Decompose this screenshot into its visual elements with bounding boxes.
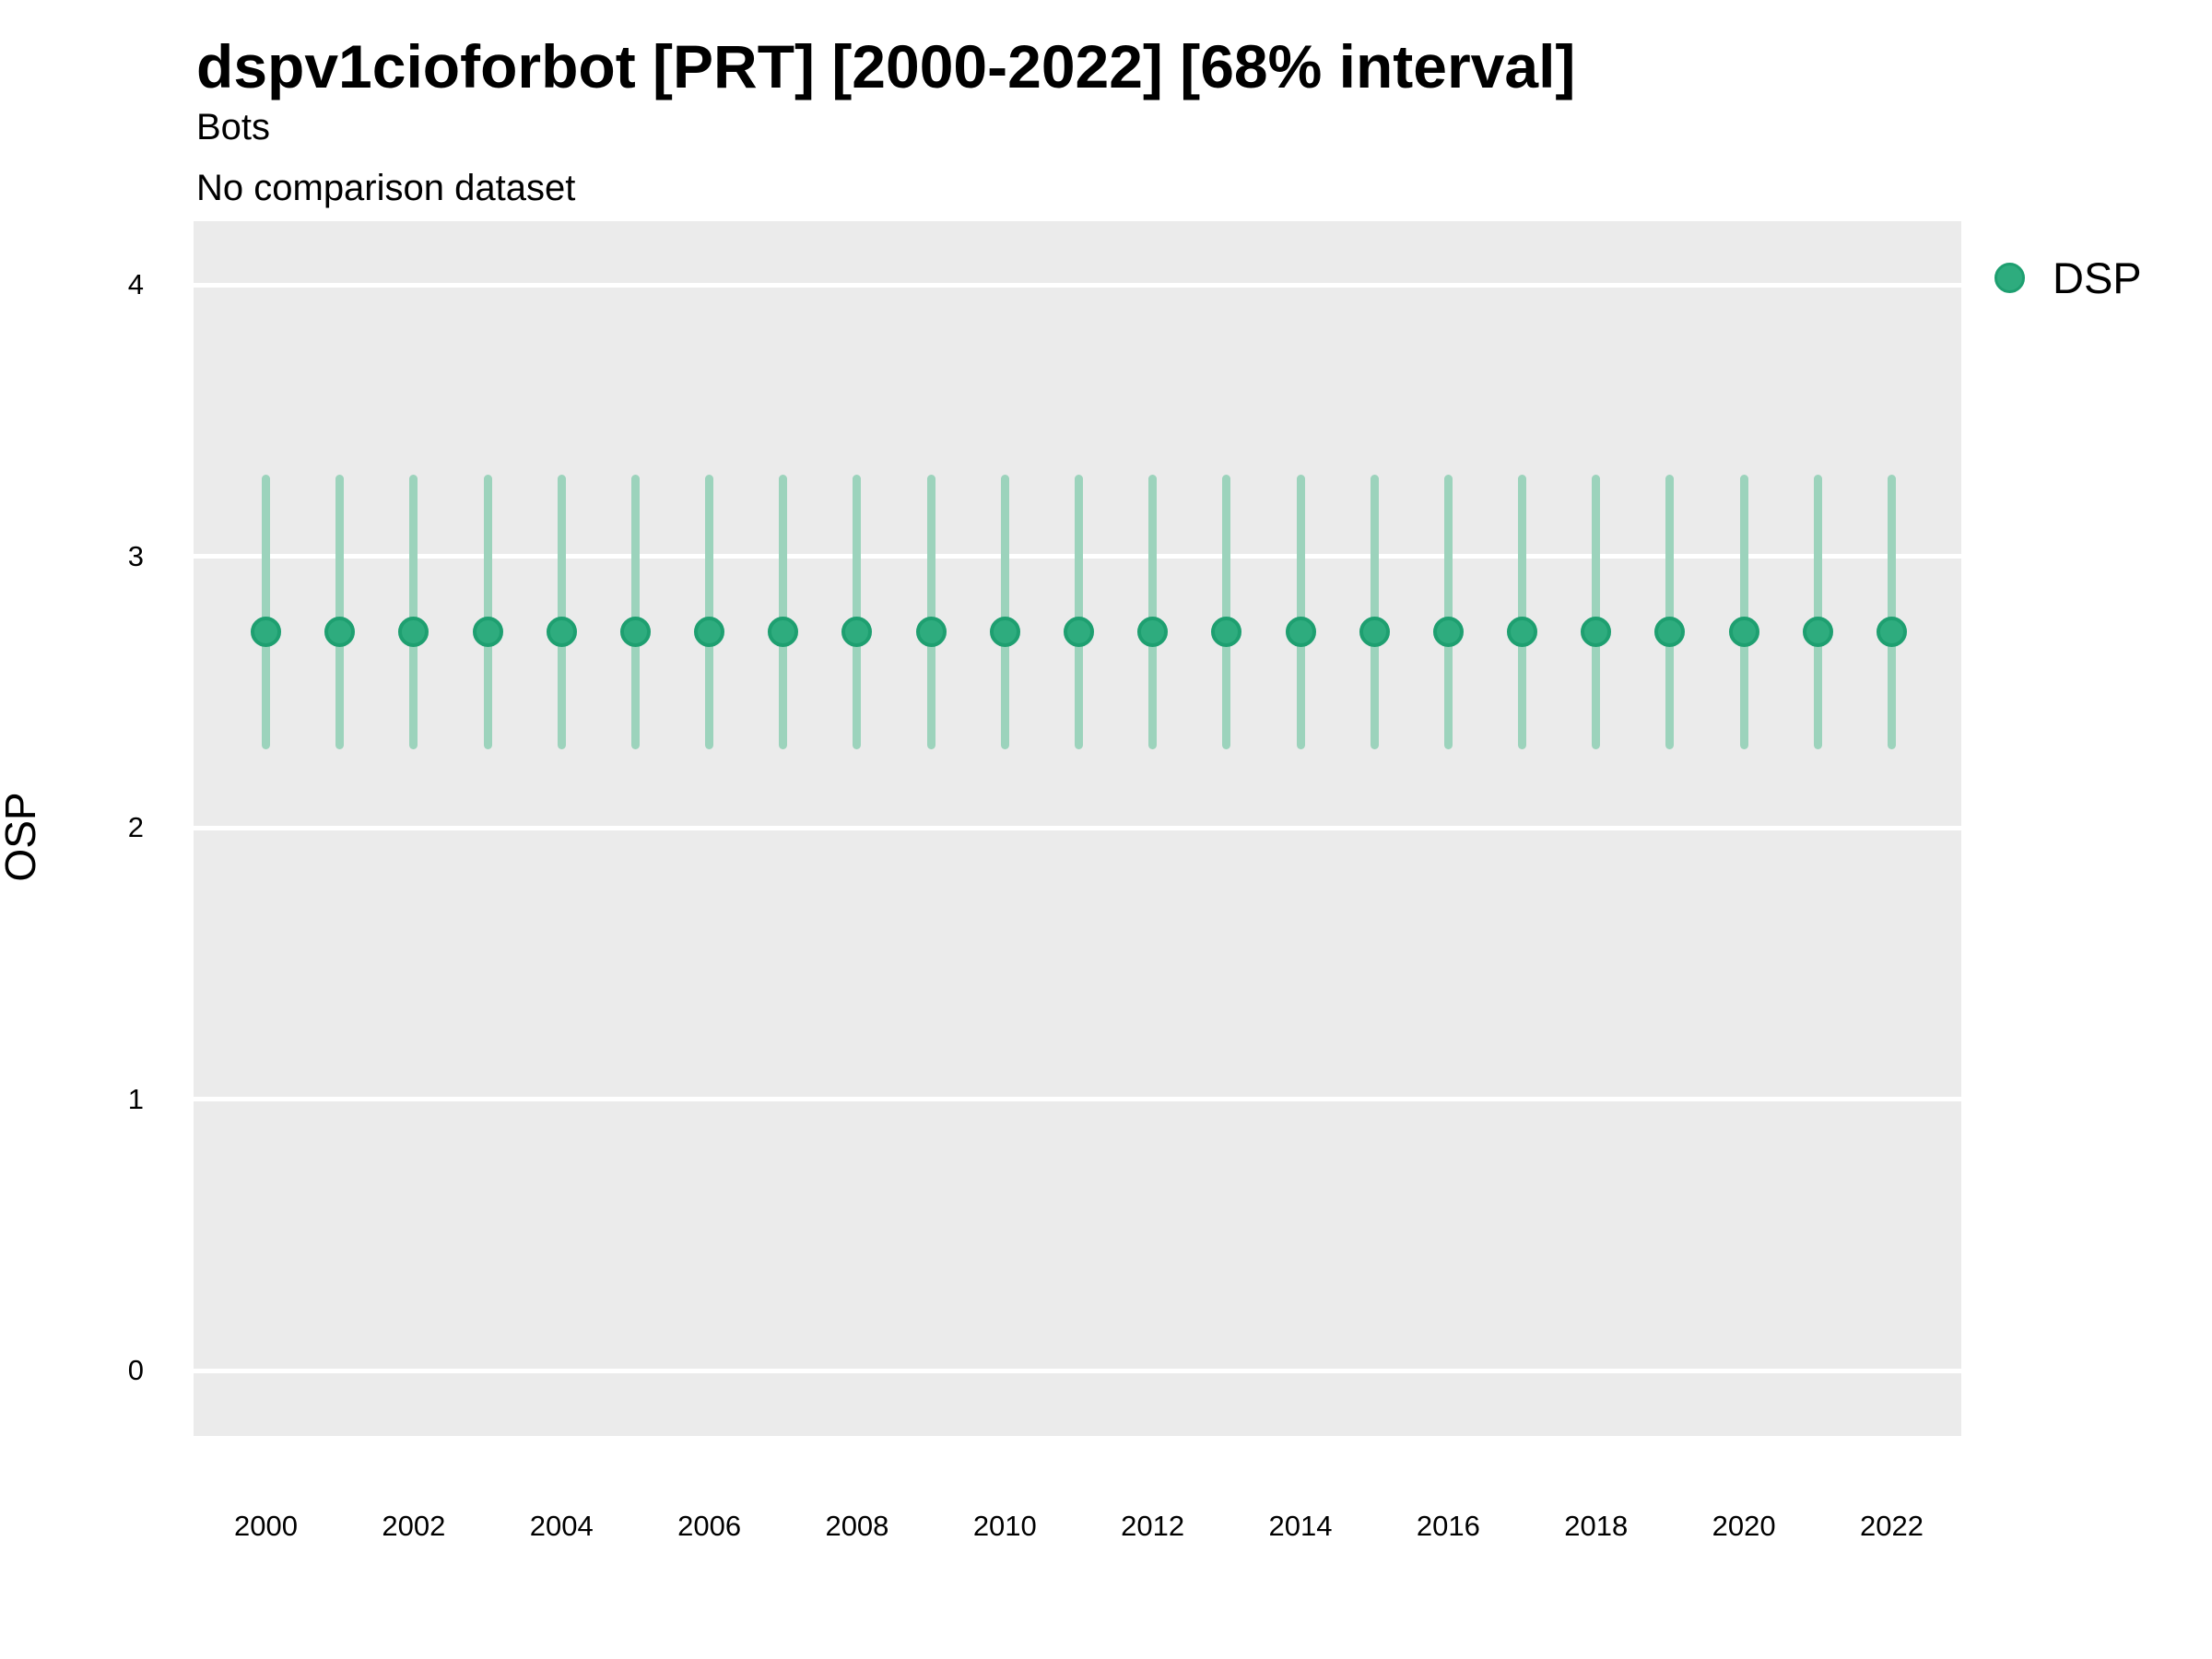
data-point <box>472 617 503 648</box>
x-tick-label: 2012 <box>1121 1510 1185 1542</box>
chart-comparison-note: No comparison dataset <box>196 168 576 208</box>
data-point <box>398 617 429 648</box>
data-point <box>1432 617 1464 648</box>
error-bar <box>926 475 935 749</box>
x-tick-label: 2002 <box>382 1510 446 1542</box>
data-point <box>1728 617 1759 648</box>
chart-title: dspv1cioforbot [PRT] [2000-2022] [68% in… <box>196 32 1576 100</box>
gridline <box>194 1368 1961 1373</box>
legend-label: DSP <box>2053 253 2142 302</box>
y-tick-label: 3 <box>127 539 144 572</box>
x-tick-label: 2022 <box>1859 1510 1924 1542</box>
error-bar <box>557 475 566 749</box>
data-point <box>324 617 356 648</box>
x-tick-label: 2004 <box>529 1510 594 1542</box>
data-point <box>1876 617 1907 648</box>
data-point <box>1359 617 1390 648</box>
error-bar <box>1739 475 1748 749</box>
x-tick-label: 2010 <box>972 1510 1037 1542</box>
error-bar <box>1370 475 1379 749</box>
error-bar <box>630 475 640 749</box>
error-bar <box>1813 475 1822 749</box>
error-bar <box>705 475 714 749</box>
x-tick-label: 2020 <box>1712 1510 1776 1542</box>
x-tick-label: 2000 <box>234 1510 298 1542</box>
error-bar <box>779 475 788 749</box>
gridline <box>194 1097 1961 1101</box>
error-bar <box>1518 475 1527 749</box>
chart-subtitle: Bots <box>196 107 271 147</box>
y-tick-label: 2 <box>127 811 144 843</box>
data-point <box>1285 617 1316 648</box>
gridline <box>194 825 1961 830</box>
error-bar <box>1887 475 1896 749</box>
error-bar <box>1148 475 1158 749</box>
error-bar <box>409 475 418 749</box>
data-point <box>694 617 725 648</box>
x-tick-label: 2006 <box>677 1510 742 1542</box>
data-point <box>1581 617 1612 648</box>
error-bar <box>1000 475 1009 749</box>
y-tick-label: 4 <box>127 268 144 300</box>
y-tick-label: 0 <box>127 1354 144 1386</box>
data-point <box>1211 617 1242 648</box>
legend-circle-icon <box>1994 262 2025 293</box>
error-bar <box>1296 475 1305 749</box>
x-tick-label: 2008 <box>825 1510 889 1542</box>
x-tick-label: 2016 <box>1416 1510 1480 1542</box>
data-point <box>619 617 651 648</box>
data-point <box>1063 617 1094 648</box>
error-bar <box>853 475 862 749</box>
y-tick-label: 1 <box>127 1082 144 1115</box>
data-point <box>841 617 873 648</box>
error-bar <box>1665 475 1675 749</box>
error-bar <box>1443 475 1453 749</box>
data-point <box>251 617 281 648</box>
x-tick-label: 2018 <box>1564 1510 1629 1542</box>
plot-panel <box>194 221 1961 1436</box>
y-axis-title: OSP <box>0 792 44 882</box>
gridline <box>194 282 1961 288</box>
x-tick-label: 2014 <box>1268 1510 1333 1542</box>
data-point <box>546 617 577 648</box>
error-bar <box>335 475 345 749</box>
error-bar <box>1074 475 1083 749</box>
data-point <box>989 617 1020 648</box>
data-point <box>1137 617 1169 648</box>
legend: DSP <box>1980 247 2142 308</box>
data-point <box>1802 617 1833 648</box>
error-bar <box>262 475 270 749</box>
data-point <box>1507 617 1538 648</box>
error-bar <box>483 475 492 749</box>
data-point <box>915 617 947 648</box>
error-bar <box>1592 475 1601 749</box>
data-point <box>1654 617 1686 648</box>
error-bar <box>1222 475 1231 749</box>
data-point <box>768 617 799 648</box>
